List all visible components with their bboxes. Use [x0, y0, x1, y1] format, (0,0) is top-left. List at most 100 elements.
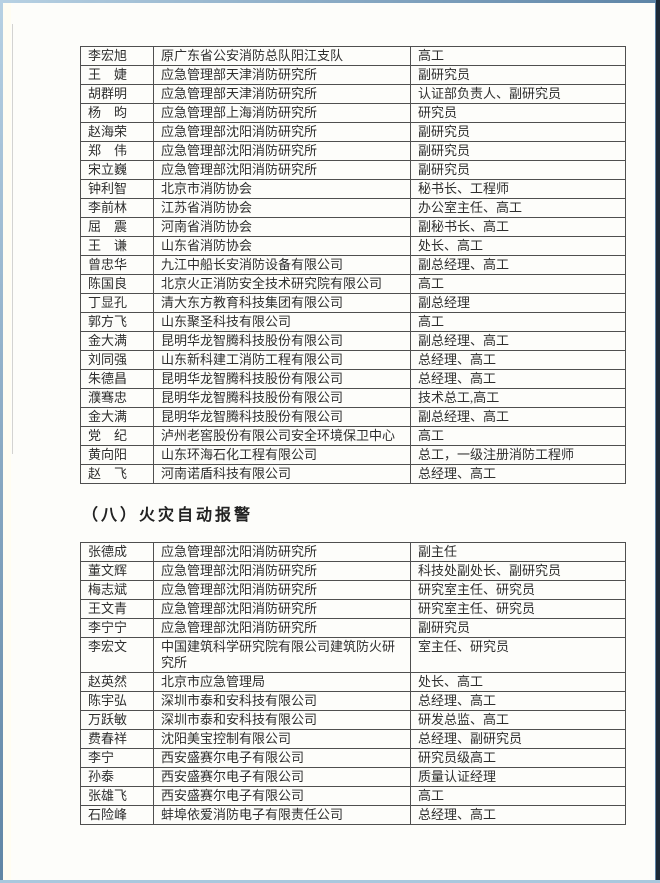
- table-row: 郑 伟应急管理部沈阳消防研究所 副研究员: [80, 141, 626, 161]
- table-row: 宋立巍 应急管理部沈阳消防研究所 副研究员: [80, 160, 626, 180]
- name-cell: 万跃敏: [80, 710, 154, 730]
- table-row: 董文辉 应急管理部沈阳消防研究所 科技处副处长、副研究员: [80, 561, 626, 581]
- table-row: 胡群明 应急管理部天津消防研究所 认证部负责人、副研究员: [80, 84, 626, 104]
- org-cell: 蚌埠依爱消防电子有限责任公司: [153, 805, 411, 825]
- org-cell: 应急管理部沈阳消防研究所: [153, 561, 411, 581]
- name-cell: 费春祥: [80, 729, 154, 749]
- scan-edge-left: [0, 0, 3, 883]
- table-row: 王文青 应急管理部沈阳消防研究所 研究室主任、研究员: [80, 599, 626, 619]
- title-cell: 总经理、高工: [410, 464, 626, 484]
- title-cell: 办公室主任、高工: [410, 198, 626, 218]
- table-row: 梅志斌 应急管理部沈阳消防研究所 研究室主任、研究员: [80, 580, 626, 600]
- table-row: 金大满 昆明华龙智腾科技股份有限公司 副总经理、高工: [80, 407, 626, 427]
- title-cell: 研发总监、高工: [410, 710, 626, 730]
- title-cell: 高工: [410, 786, 626, 806]
- title-cell: 高工: [410, 426, 626, 446]
- name-cell: 曾忠华: [80, 255, 154, 275]
- title-cell: 副研究员: [410, 618, 626, 638]
- name-cell: 郑 伟: [80, 141, 154, 161]
- title-cell: 处长、高工: [410, 236, 626, 256]
- org-cell: 昆明华龙智腾科技股份有限公司: [153, 331, 411, 351]
- org-cell: 九江中船长安消防设备有限公司: [153, 255, 411, 275]
- name-cell: 赵 飞: [80, 464, 154, 484]
- org-cell: 北京火正消防安全技术研究院有限公司: [153, 274, 411, 294]
- title-cell: 总经理、副研究员: [410, 729, 626, 749]
- table-row: 杨 昀应急管理部上海消防研究所 研究员: [80, 103, 626, 123]
- table-row: 张雄飞 西安盛赛尔电子有限公司 高工: [80, 786, 626, 806]
- title-cell: 副总经理、高工: [410, 331, 626, 351]
- name-cell: 金大满: [80, 331, 154, 351]
- table-row: 王 婕应急管理部天津消防研究所 副研究员: [80, 65, 626, 85]
- title-cell: 研究员: [410, 103, 626, 123]
- org-cell: 应急管理部上海消防研究所: [153, 103, 411, 123]
- scan-edge-bottom: [0, 880, 660, 883]
- title-cell: 研究员级高工: [410, 748, 626, 768]
- org-cell: 北京市应急管理局: [153, 672, 411, 692]
- name-cell: 濮骞忠: [80, 388, 154, 408]
- org-cell: 应急管理部天津消防研究所: [153, 65, 411, 85]
- org-cell: 应急管理部沈阳消防研究所: [153, 122, 411, 142]
- expert-table-1: 李宏旭 原广东省公安消防总队阳江支队 高工王 婕应急管理部天津消防研究所 副研究员 胡群…: [80, 46, 626, 484]
- org-cell: 应急管理部沈阳消防研究所: [153, 542, 411, 562]
- table-row: 党 纪泸州老窖股份有限公司安全环境保卫中心 高工: [80, 426, 626, 446]
- name-cell: 钟利智: [80, 179, 154, 199]
- org-cell: 江苏省消防协会: [153, 198, 411, 218]
- title-cell: 总经理、高工: [410, 350, 626, 370]
- org-cell: 北京市消防协会: [153, 179, 411, 199]
- name-cell: 黄向阳: [80, 445, 154, 465]
- org-cell: 昆明华龙智腾科技股份有限公司: [153, 369, 411, 389]
- org-cell: 昆明华龙智腾科技股份有限公司: [153, 388, 411, 408]
- table-row: 朱德昌 昆明华龙智腾科技股份有限公司 总经理、高工: [80, 369, 626, 389]
- org-cell: 应急管理部沈阳消防研究所: [153, 618, 411, 638]
- table-row: 濮骞忠 昆明华龙智腾科技股份有限公司 技术总工,高工: [80, 388, 626, 408]
- table-row: 费春祥 沈阳美宝控制有限公司 总经理、副研究员: [80, 729, 626, 749]
- title-cell: 总工，一级注册消防工程师: [410, 445, 626, 465]
- name-cell: 赵英然: [80, 672, 154, 692]
- org-cell: 清大东方教育科技集团有限公司: [153, 293, 411, 313]
- name-cell: 董文辉: [80, 561, 154, 581]
- name-cell: 王文青: [80, 599, 154, 619]
- title-cell: 高工: [410, 274, 626, 294]
- name-cell: 屈 震: [80, 217, 154, 237]
- title-cell: 总经理、高工: [410, 369, 626, 389]
- org-cell: 应急管理部沈阳消防研究所: [153, 141, 411, 161]
- name-cell: 陈国良: [80, 274, 154, 294]
- expert-table-2: 张德成 应急管理部沈阳消防研究所 副主任 董文辉 应急管理部沈阳消防研究所 科技处副处长、…: [80, 542, 626, 825]
- org-cell: 昆明华龙智腾科技股份有限公司: [153, 407, 411, 427]
- org-cell: 西安盛赛尔电子有限公司: [153, 767, 411, 787]
- name-cell: 李前林: [80, 198, 154, 218]
- title-cell: 研究室主任、研究员: [410, 580, 626, 600]
- name-cell: 王 谦: [80, 236, 154, 256]
- table-row: 赵 飞河南诺盾科技有限公司 总经理、高工: [80, 464, 626, 484]
- table-row: 赵英然 北京市应急管理局 处长、高工: [80, 672, 626, 692]
- section-heading: （八）火灾自动报警: [82, 507, 254, 524]
- title-cell: 总经理、高工: [410, 805, 626, 825]
- name-cell: 金大满: [80, 407, 154, 427]
- table-row: 李宏文 中国建筑科学研究院有限公司建筑防火研究所 室主任、研究员: [80, 637, 626, 673]
- org-cell: 西安盛赛尔电子有限公司: [153, 786, 411, 806]
- name-cell: 石险峰: [80, 805, 154, 825]
- table-row: 万跃敏 深圳市泰和安科技有限公司 研发总监、高工: [80, 710, 626, 730]
- table-row: 李宏旭 原广东省公安消防总队阳江支队 高工: [80, 46, 626, 66]
- scan-edge-top: [0, 0, 660, 3]
- title-cell: 认证部负责人、副研究员: [410, 84, 626, 104]
- table-row: 李宁 西安盛赛尔电子有限公司 研究员级高工: [80, 748, 626, 768]
- name-cell: 李宁: [80, 748, 154, 768]
- org-cell: 山东省消防协会: [153, 236, 411, 256]
- table-row: 张德成 应急管理部沈阳消防研究所 副主任: [80, 542, 626, 562]
- table-row: 孙泰 西安盛赛尔电子有限公司 质量认证经理: [80, 767, 626, 787]
- title-cell: 副总经理、高工: [410, 407, 626, 427]
- table-row: 赵海荣 应急管理部沈阳消防研究所 副研究员: [80, 122, 626, 142]
- org-cell: 山东新科建工消防工程有限公司: [153, 350, 411, 370]
- name-cell: 梅志斌: [80, 580, 154, 600]
- table-row: 刘同强 山东新科建工消防工程有限公司 总经理、高工: [80, 350, 626, 370]
- name-cell: 宋立巍: [80, 160, 154, 180]
- page-margin-strip: [3, 3, 11, 880]
- title-cell: 副主任: [410, 542, 626, 562]
- title-cell: 副秘书长、高工: [410, 217, 626, 237]
- name-cell: 朱德昌: [80, 369, 154, 389]
- table-row: 王 谦山东省消防协会 处长、高工: [80, 236, 626, 256]
- name-cell: 陈宇弘: [80, 691, 154, 711]
- name-cell: 张德成: [80, 542, 154, 562]
- name-cell: 赵海荣: [80, 122, 154, 142]
